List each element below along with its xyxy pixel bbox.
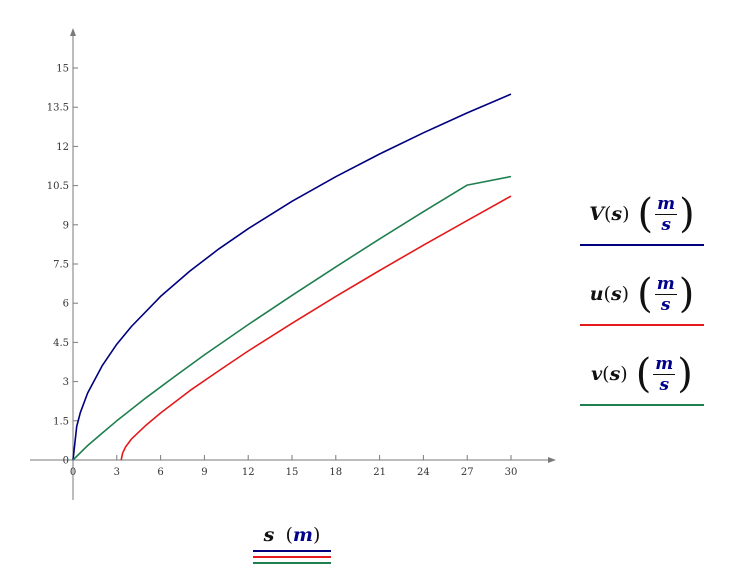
- chart-axes: [30, 28, 556, 500]
- y-tick-label: 3: [63, 377, 69, 388]
- unit-numerator: m: [655, 353, 674, 374]
- y-tick-label: 13.5: [47, 103, 69, 114]
- legend-arg: s: [609, 363, 621, 385]
- y-tick-label: 10.5: [47, 181, 69, 192]
- x-axis-var: s: [263, 524, 275, 546]
- y-tick-label: 15: [56, 64, 69, 75]
- legend-swatch-v: [580, 404, 704, 406]
- series-line-u: [120, 195, 512, 461]
- x-tick-label: 18: [329, 467, 342, 478]
- x-tick-label: 27: [461, 467, 474, 478]
- x-tick-label: 3: [114, 467, 120, 478]
- x-swatch-v: [253, 562, 331, 564]
- x-tick-label: 30: [505, 467, 518, 478]
- y-tick-label: 7.5: [53, 260, 69, 271]
- legend-arg: s: [610, 283, 622, 305]
- x-axis-label: s (m): [253, 520, 331, 568]
- unit-denominator: s: [661, 214, 671, 235]
- unit-denominator: s: [660, 294, 671, 315]
- x-tick-label: 21: [373, 467, 386, 478]
- y-tick-label: 9: [63, 220, 69, 231]
- y-tick-label: 4.5: [53, 338, 69, 349]
- x-tick-label: 15: [286, 467, 299, 478]
- x-axis-unit: m: [292, 524, 313, 546]
- legend-swatch-V: [580, 244, 704, 246]
- y-tick-label: 0: [63, 456, 69, 467]
- x-tick-label: 12: [242, 467, 255, 478]
- y-tick-label: 12: [56, 142, 69, 153]
- legend-swatch-u: [580, 324, 704, 326]
- x-tick-label: 9: [201, 467, 207, 478]
- legend-arg: s: [611, 203, 623, 225]
- x-tick-label: 6: [157, 467, 163, 478]
- chart-ticks: 0 3 6 9 12 15 18 21 24 27 30 0 1.5 3 4.5 6 7.5 9 10.5 12 13.…: [47, 64, 518, 479]
- legend-var: u: [589, 283, 604, 305]
- legend-var: v: [591, 363, 603, 385]
- series-line-V: [72, 93, 512, 461]
- y-tick-label: 6: [63, 299, 69, 310]
- unit-numerator: m: [657, 193, 676, 214]
- x-tick-label: 0: [70, 467, 76, 478]
- unit-numerator: m: [656, 273, 675, 294]
- x-swatch-u: [253, 556, 331, 558]
- chart-series: [72, 93, 512, 461]
- x-axis-arrow: [548, 457, 556, 463]
- y-axis-arrow: [70, 28, 76, 36]
- y-tick-label: 1.5: [53, 416, 69, 427]
- unit-denominator: s: [659, 374, 670, 395]
- x-tick-label: 24: [417, 467, 430, 478]
- legend-var: V: [589, 203, 604, 225]
- x-swatch-V: [253, 550, 331, 552]
- series-line-v: [72, 175, 512, 461]
